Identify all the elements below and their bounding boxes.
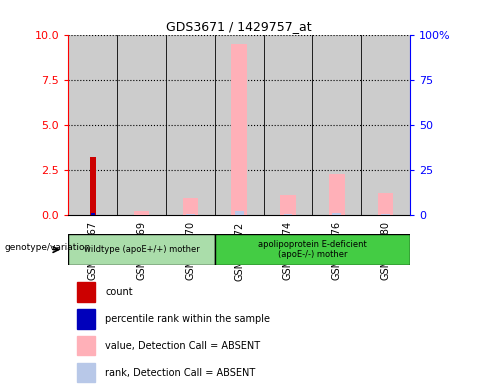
Bar (280, 195, 296, 215)
Bar (361, 35, 410, 215)
Text: wildtype (apoE+/+) mother: wildtype (apoE+/+) mother (83, 245, 200, 254)
Bar (90, 157, 96, 215)
Bar (117, 35, 166, 215)
Bar (91, 213, 95, 215)
Bar (134, 210, 149, 215)
Bar (183, 198, 198, 215)
Bar (186, 214, 195, 215)
Bar (231, 44, 247, 215)
Bar (77, 309, 95, 329)
Bar (312, 35, 361, 215)
Bar (68, 35, 117, 215)
Bar (68, 234, 215, 265)
Bar (77, 336, 95, 356)
Bar (77, 363, 95, 382)
Bar (215, 35, 264, 215)
Bar (329, 174, 345, 215)
Text: genotype/variation: genotype/variation (5, 243, 91, 252)
Text: apolipoprotein E-deficient
(apoE-/-) mother: apolipoprotein E-deficient (apoE-/-) mot… (258, 240, 366, 259)
Bar (235, 211, 244, 215)
Bar (381, 214, 390, 215)
Text: value, Detection Call = ABSENT: value, Detection Call = ABSENT (105, 341, 260, 351)
Bar (332, 214, 341, 215)
Bar (378, 194, 393, 215)
Title: GDS3671 / 1429757_at: GDS3671 / 1429757_at (166, 20, 312, 33)
Bar (284, 214, 292, 215)
Bar (215, 234, 410, 265)
Bar (77, 282, 95, 302)
Text: percentile rank within the sample: percentile rank within the sample (105, 314, 270, 324)
Bar (264, 35, 312, 215)
Text: rank, Detection Call = ABSENT: rank, Detection Call = ABSENT (105, 367, 255, 377)
Bar (166, 35, 215, 215)
Text: count: count (105, 287, 133, 297)
